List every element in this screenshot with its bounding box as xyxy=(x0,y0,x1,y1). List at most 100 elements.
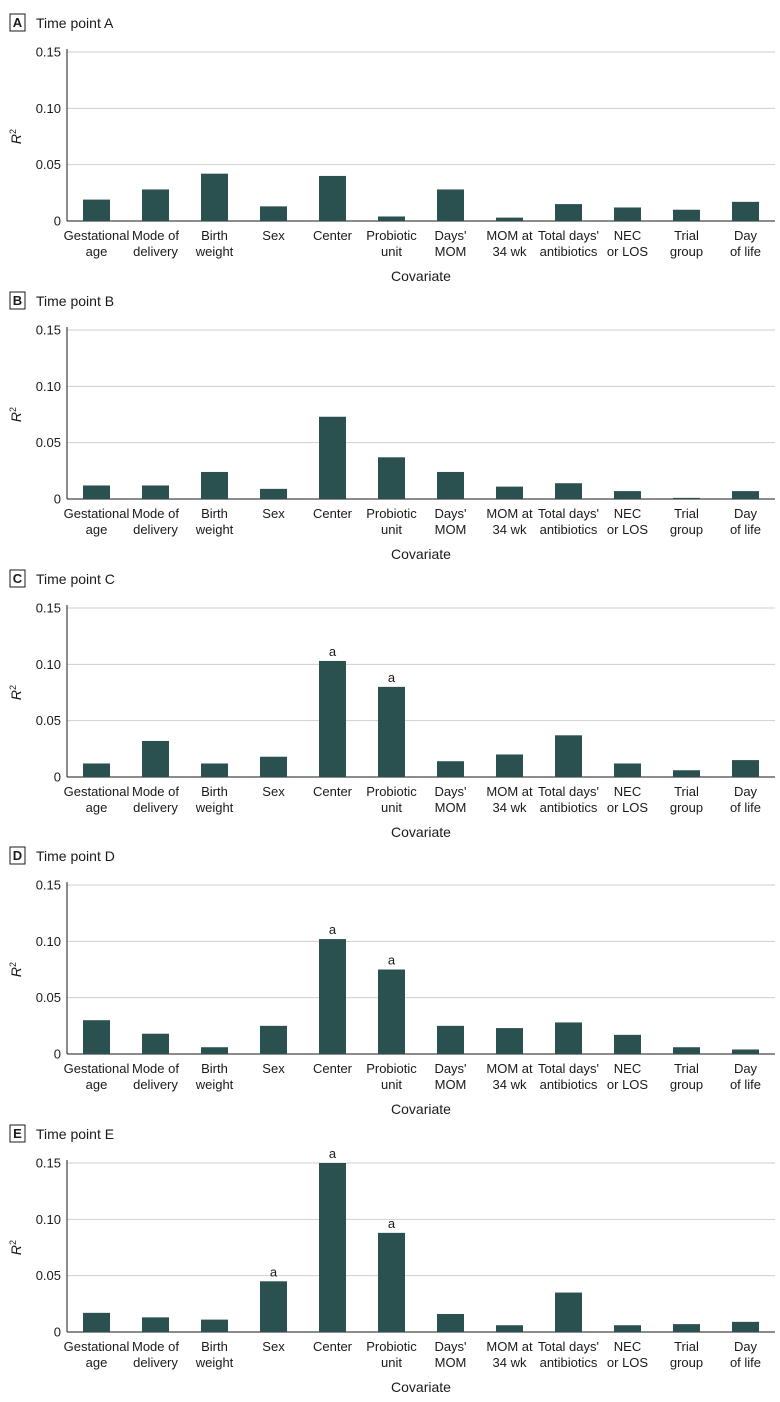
x-category-label: age xyxy=(86,522,108,537)
x-category-label: MOM at xyxy=(486,1339,533,1354)
x-category-label: Sex xyxy=(262,784,285,799)
x-category-label: 34 wk xyxy=(493,522,527,537)
x-category-label: or LOS xyxy=(607,800,649,815)
x-category-label: age xyxy=(86,800,108,815)
x-category-label: MOM at xyxy=(486,784,533,799)
y-tick-label: 0.10 xyxy=(36,379,61,394)
x-category-label: Days' xyxy=(434,228,466,243)
x-category-label: Total days' xyxy=(538,1339,599,1354)
x-category-label: MOM xyxy=(435,800,467,815)
x-category-label: Days' xyxy=(434,1339,466,1354)
panel-letter: C xyxy=(13,571,23,586)
bar xyxy=(555,1292,582,1332)
x-category-label: Gestational xyxy=(64,1339,130,1354)
x-category-label: Trial xyxy=(674,506,699,521)
x-category-label: group xyxy=(670,244,703,259)
x-category-label: Sex xyxy=(262,506,285,521)
panel-letter: B xyxy=(13,293,22,308)
panel-title: Time point E xyxy=(36,1126,114,1142)
x-category-label: Birth xyxy=(201,784,228,799)
x-category-label: group xyxy=(670,1077,703,1092)
x-category-label: MOM at xyxy=(486,228,533,243)
x-category-label: delivery xyxy=(133,1355,178,1370)
x-category-label: Total days' xyxy=(538,1061,599,1076)
y-tick-label: 0.10 xyxy=(36,657,61,672)
significance-marker: a xyxy=(388,670,396,685)
x-category-label: MOM xyxy=(435,522,467,537)
bar xyxy=(378,216,405,221)
panel-title: Time point B xyxy=(36,293,114,309)
x-category-label: of life xyxy=(730,800,761,815)
bar xyxy=(83,199,110,221)
panel-a: A Time point A00.050.100.15R2Gestationala… xyxy=(8,13,775,284)
panel-title: Time point D xyxy=(36,848,115,864)
x-category-label: Trial xyxy=(674,1061,699,1076)
y-axis-label: R2 xyxy=(8,962,24,977)
x-category-label: Trial xyxy=(674,228,699,243)
x-category-label: Probiotic xyxy=(366,506,417,521)
y-tick-label: 0.10 xyxy=(36,934,61,949)
bar xyxy=(496,1325,523,1332)
y-axis-label-superscript: 2 xyxy=(8,685,18,690)
bar xyxy=(319,1163,346,1332)
panel-c: C Time point C00.050.100.15R2Gestationala… xyxy=(8,569,775,840)
x-category-label: Mode of xyxy=(132,1339,179,1354)
x-category-label: Center xyxy=(313,1339,353,1354)
x-category-label: 34 wk xyxy=(493,1355,527,1370)
bar xyxy=(673,209,700,221)
y-tick-label: 0 xyxy=(54,770,61,785)
x-category-label: Birth xyxy=(201,1339,228,1354)
x-category-label: Birth xyxy=(201,506,228,521)
x-category-label: Mode of xyxy=(132,228,179,243)
panel-letter: D xyxy=(13,848,22,863)
x-category-label: unit xyxy=(381,244,402,259)
x-axis-title: Covariate xyxy=(391,268,451,284)
bar xyxy=(732,201,759,221)
significance-marker: a xyxy=(270,1264,278,1279)
x-category-label: Total days' xyxy=(538,784,599,799)
x-category-label: weight xyxy=(195,1077,234,1092)
x-category-label: or LOS xyxy=(607,1355,649,1370)
x-category-label: antibiotics xyxy=(540,1355,598,1370)
x-category-label: antibiotics xyxy=(540,1077,598,1092)
x-category-label: Center xyxy=(313,228,353,243)
bar xyxy=(496,486,523,499)
x-category-label: weight xyxy=(195,800,234,815)
bar xyxy=(555,735,582,777)
x-category-label: Day xyxy=(734,784,758,799)
x-category-label: Day xyxy=(734,1339,758,1354)
x-category-label: delivery xyxy=(133,244,178,259)
bar xyxy=(201,471,228,499)
x-category-label: MOM xyxy=(435,1077,467,1092)
bar xyxy=(614,1034,641,1054)
x-category-label: delivery xyxy=(133,800,178,815)
bar xyxy=(614,491,641,499)
x-category-label: age xyxy=(86,1355,108,1370)
y-tick-label: 0 xyxy=(54,492,61,507)
bar xyxy=(673,770,700,777)
bar xyxy=(496,1028,523,1054)
panel-letter: E xyxy=(13,1126,22,1141)
y-axis-label-superscript: 2 xyxy=(8,962,18,967)
bar xyxy=(378,1232,405,1332)
x-category-label: group xyxy=(670,1355,703,1370)
bar xyxy=(142,189,169,221)
bar xyxy=(732,760,759,777)
y-axis-label: R2 xyxy=(8,129,24,144)
x-category-label: NEC xyxy=(614,506,641,521)
x-category-label: Probiotic xyxy=(366,784,417,799)
x-category-label: antibiotics xyxy=(540,800,598,815)
x-category-label: weight xyxy=(195,1355,234,1370)
bar xyxy=(378,969,405,1054)
x-axis-title: Covariate xyxy=(391,824,451,840)
x-category-label: Days' xyxy=(434,506,466,521)
significance-marker: a xyxy=(329,644,337,659)
bar xyxy=(260,488,287,499)
bar xyxy=(437,1025,464,1054)
y-tick-label: 0.15 xyxy=(36,45,61,60)
bar xyxy=(378,686,405,777)
panel-e: E Time point E00.050.100.15R2Gestationala… xyxy=(8,1124,775,1395)
x-category-label: age xyxy=(86,244,108,259)
x-category-label: MOM xyxy=(435,244,467,259)
bar xyxy=(142,485,169,499)
